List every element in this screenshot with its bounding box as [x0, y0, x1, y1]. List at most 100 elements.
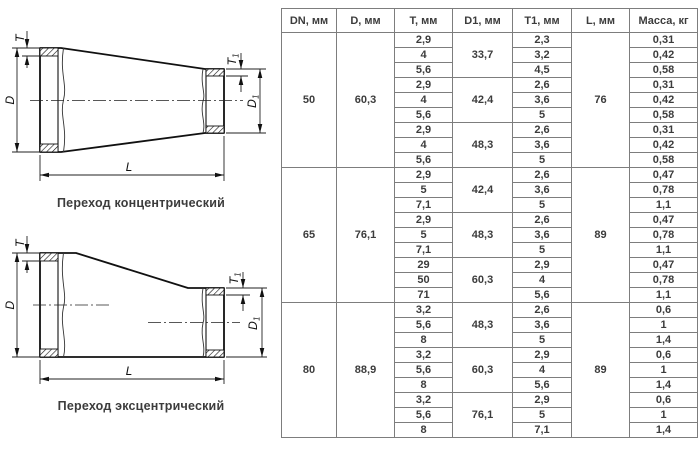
mass-cell: 0,47 [629, 257, 698, 273]
t-cell: 3,2 [394, 392, 453, 408]
mass-cell: 0,42 [629, 137, 698, 153]
t1-cell: 2,6 [512, 77, 572, 93]
d1-cell: 42,4 [452, 167, 513, 213]
t1-cell: 5,6 [512, 377, 572, 393]
mass-cell: 0,58 [629, 62, 698, 78]
column-header: L, мм [571, 8, 630, 33]
mass-cell: 1,4 [629, 377, 698, 393]
column-header: T, мм [394, 8, 453, 33]
table-row: 50 60,3 2,9 33,7 2,3 76 0,31 [281, 32, 698, 168]
d1-cell: 48,3 [452, 212, 513, 258]
t1-cell: 2,9 [512, 392, 572, 408]
d1-cell: 33,7 [452, 32, 513, 78]
eccentric-caption: Переход эксцентрический [57, 399, 225, 413]
dim-label-t: T [13, 34, 27, 42]
t-cell: 50 [394, 272, 453, 288]
l-cell: 76 [571, 32, 630, 168]
t1-cell: 3,6 [512, 137, 572, 153]
mass-cell: 0,47 [629, 212, 698, 228]
t1-cell: 2,9 [512, 257, 572, 273]
t-cell: 7,1 [394, 197, 453, 213]
d1-cell: 76,1 [452, 392, 513, 438]
t-cell: 2,9 [394, 167, 453, 183]
table-row: 8 5,6 1,4 [282, 377, 698, 393]
mass-cell: 1,4 [629, 422, 698, 438]
mass-cell: 1,1 [629, 242, 698, 258]
t1-cell: 5 [512, 242, 572, 258]
mass-cell: 0,31 [629, 122, 698, 138]
d1-cell: 48,3 [452, 122, 513, 168]
table-header-row: DN, мм D, мм T, мм D1, мм T1, мм L, мм Масса, … [281, 8, 698, 33]
dn-cell: 80 [281, 302, 337, 438]
column-header: D, мм [336, 8, 395, 33]
t-cell: 2,9 [394, 32, 453, 48]
drawings-pane: D T T1 D1 L Переход концентрический [0, 0, 282, 450]
t1-cell: 5,6 [512, 287, 572, 303]
dim-label-l: L [126, 160, 132, 174]
column-header: T1, мм [512, 8, 572, 33]
t1-cell: 2,6 [512, 122, 572, 138]
dn-cell: 50 [281, 32, 337, 168]
reducer-body-outline [39, 47, 225, 153]
t1-cell: 3,6 [512, 182, 572, 198]
column-header: D1, мм [452, 8, 513, 33]
mass-cell: 0,42 [629, 92, 698, 108]
mass-cell: 0,6 [629, 347, 698, 363]
t1-cell: 7,1 [512, 422, 572, 438]
dim-label-t1: T1 [227, 272, 243, 284]
dn-cell: 65 [281, 167, 337, 303]
t1-cell: 5 [512, 407, 572, 423]
wall-section-hatching [39, 47, 225, 153]
d-cell: 60,3 [336, 32, 395, 168]
mass-cell: 0,58 [629, 107, 698, 123]
mass-cell: 0,78 [629, 182, 698, 198]
t-cell: 2,9 [394, 122, 453, 138]
t-cell: 5 [394, 227, 453, 243]
table-row: 2,9 42,4 2,6 0,31 [282, 77, 698, 123]
t1-cell: 3,2 [512, 47, 572, 63]
reducer-body-outline [39, 252, 225, 358]
dim-label-d1: D1 [245, 94, 261, 108]
t-cell: 4 [394, 92, 453, 108]
dim-label-t1: T1 [225, 53, 241, 65]
t-cell: 4 [394, 137, 453, 153]
dim-label-d: D [3, 95, 17, 104]
t-cell: 7,1 [394, 242, 453, 258]
mass-cell: 0,58 [629, 152, 698, 168]
mass-cell: 1,4 [629, 332, 698, 348]
t1-cell: 3,6 [512, 317, 572, 333]
t1-cell: 5 [512, 152, 572, 168]
t1-cell: 5 [512, 107, 572, 123]
t-cell: 8 [394, 332, 453, 348]
concentric-reducer-drawing: D T T1 D1 L [3, 31, 266, 181]
dim-label-d: D [3, 300, 17, 309]
table-row: 4 3,6 0,42 [282, 92, 698, 108]
table-row: 5,6 4,5 0,58 [282, 62, 698, 78]
t1-cell: 3,6 [512, 92, 572, 108]
t-cell: 5,6 [394, 152, 453, 168]
t-cell: 8 [394, 377, 453, 393]
t1-cell: 5 [512, 197, 572, 213]
t-cell: 29 [394, 257, 453, 273]
d-cell: 76,1 [336, 167, 395, 303]
l-cell: 89 [571, 302, 630, 438]
t-cell: 2,9 [394, 212, 453, 228]
t1-cell: 2,6 [512, 167, 572, 183]
table-row: 80 88,9 3,2 48,3 2,6 89 0,6 [281, 302, 698, 438]
t1-cell: 5 [512, 332, 572, 348]
wall-section-hatching [39, 252, 225, 358]
t1-cell: 4,5 [512, 62, 572, 78]
mass-cell: 1 [629, 407, 698, 423]
d1-cell: 60,3 [452, 347, 513, 393]
mass-cell: 0,31 [629, 32, 698, 48]
dim-label-l: L [126, 364, 132, 378]
t-cell: 3,2 [394, 347, 453, 363]
table-row: 8 5 1,4 [282, 332, 698, 348]
table-row: 5,6 5 0,58 [282, 107, 698, 123]
t-cell: 2,9 [394, 77, 453, 93]
reducer-spec-table: DN, мм D, мм T, мм D1, мм T1, мм L, мм Масса, … [281, 8, 698, 438]
t-cell: 3,2 [394, 302, 453, 318]
mass-cell: 1,1 [629, 287, 698, 303]
mass-cell: 0,6 [629, 392, 698, 408]
mass-cell: 1,1 [629, 197, 698, 213]
